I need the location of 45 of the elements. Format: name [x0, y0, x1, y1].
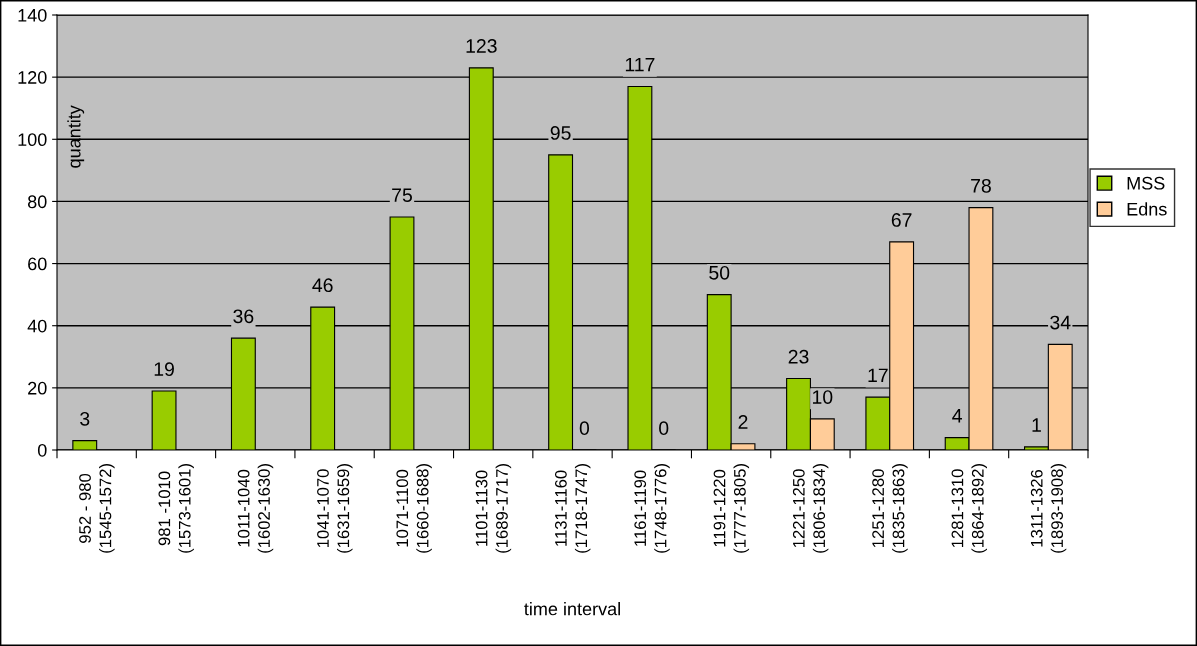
y-tick-label: 0 — [37, 443, 47, 457]
x-tick-label: 1191-1220 (1777-1805) — [713, 464, 750, 553]
y-tick-label: 120 — [18, 71, 47, 84]
data-label: 75 — [392, 188, 412, 203]
y-tick-label: 100 — [18, 133, 47, 147]
x-tick-label: 952 - 980 (1545-1572) — [79, 464, 115, 553]
y-tick-label: 40 — [27, 319, 47, 333]
data-label: 0 — [659, 421, 669, 436]
legend-label: MSS — [1127, 176, 1165, 190]
data-label: 2 — [738, 415, 748, 429]
x-axis-title: time interval — [524, 602, 620, 616]
y-tick-label: 60 — [28, 257, 47, 271]
x-tick-label: 1161-1190 (1748-1776) — [634, 464, 670, 553]
data-label: 3 — [80, 411, 90, 426]
x-tick-label: 1071-1100 (1660-1688) — [396, 464, 432, 553]
y-tick-label: 20 — [28, 381, 47, 395]
x-tick-label: 1131-1160 (1718-1747) — [554, 464, 591, 553]
y-axis-title: quantity — [67, 105, 85, 168]
data-label: 1 — [1032, 418, 1041, 432]
data-label: 67 — [891, 213, 912, 227]
data-label: 95 — [550, 126, 571, 140]
y-tick-label: 140 — [18, 8, 47, 22]
data-label: 17 — [868, 368, 888, 383]
data-label: 46 — [312, 278, 333, 293]
data-label: 19 — [154, 362, 174, 377]
x-tick-label: 1251-1280 (1835-1863) — [872, 464, 908, 553]
data-label: 36 — [233, 309, 254, 324]
x-tick-label: 1221-1250 (1806-1834) — [792, 464, 829, 553]
x-tick-label: 1011-1040 (1602-1630) — [237, 464, 274, 553]
data-label: 10 — [812, 390, 833, 404]
x-tick-label: 1281-1310 (1864-1892) — [951, 464, 987, 553]
data-label: 123 — [466, 39, 497, 53]
x-tick-label: 1101-1130 (1689-1717) — [475, 464, 512, 553]
data-label: 50 — [709, 265, 730, 280]
x-tick-label: 1041-1070 (1631-1659) — [317, 464, 353, 553]
data-label: 23 — [788, 349, 809, 364]
data-label: 4 — [952, 409, 962, 423]
y-tick-label: 80 — [27, 195, 47, 209]
legend-label: Edns — [1127, 202, 1167, 216]
data-label: 0 — [579, 421, 590, 436]
x-tick-label: 1311-1326 (1893-1908) — [1030, 464, 1067, 553]
data-label: 78 — [971, 178, 991, 193]
x-tick-label: 981 -1010 (1573-1601) — [158, 464, 194, 553]
data-label: 34 — [1050, 315, 1071, 330]
data-label: 117 — [625, 57, 655, 72]
